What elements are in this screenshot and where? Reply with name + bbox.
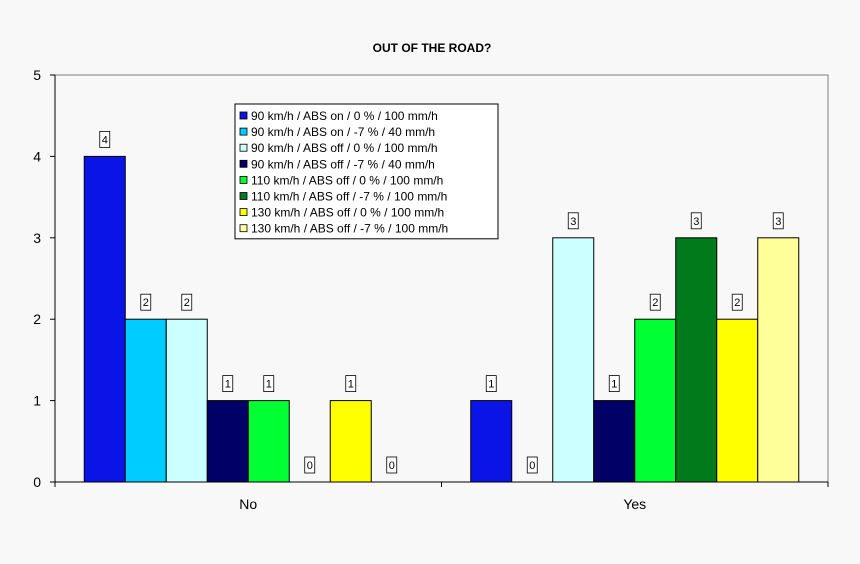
legend-swatch [239, 143, 248, 152]
x-tick-label: No [239, 496, 257, 512]
data-label-box [526, 456, 538, 474]
data-label: 2 [143, 297, 149, 309]
legend-swatch [239, 224, 248, 233]
data-labels: 4 2 2 1 1 0 1 0 1 0 3 1 2 3 2 3 [99, 130, 784, 474]
bar [165, 318, 208, 483]
data-label-box [772, 212, 784, 230]
legend-swatch [239, 192, 248, 200]
legend-entry: 90 km/h / ABS off / 0 % / 100 mm/h [251, 141, 438, 155]
bars [83, 155, 800, 483]
data-label-box [345, 375, 357, 393]
legend-entry: 130 km/h / ABS off / -7 % / 100 mm/h [251, 222, 448, 236]
data-label-box [608, 375, 620, 393]
data-label-box [485, 375, 497, 393]
x-ticks: No Yes [54, 482, 829, 512]
data-label-box [181, 293, 193, 311]
data-label: 2 [734, 297, 740, 309]
data-label: 1 [611, 379, 617, 391]
bar [593, 400, 636, 483]
data-label-box [731, 293, 743, 311]
legend-box [234, 103, 499, 240]
data-label: 3 [570, 216, 576, 228]
y-tick-label: 5 [33, 67, 41, 83]
data-label: 0 [529, 460, 535, 472]
data-label-box [99, 130, 111, 148]
legend-entry: 130 km/h / ABS off / 0 % / 100 mm/h [251, 206, 444, 220]
data-label: 1 [266, 379, 272, 391]
data-label-box [304, 456, 316, 474]
data-label: 4 [102, 134, 108, 146]
chart-title: OUT OF THE ROAD? [373, 41, 492, 55]
legend-entry: 90 km/h / ABS on / 0 % / 100 mm/h [251, 109, 438, 123]
bar [124, 318, 167, 483]
y-tick-label: 0 [33, 474, 41, 490]
legend-swatch [239, 111, 248, 120]
data-label-box [690, 212, 702, 230]
data-label: 2 [652, 297, 658, 309]
y-ticks: 0 1 2 3 4 5 [33, 67, 55, 490]
bar [206, 400, 249, 483]
bar [470, 400, 513, 483]
y-tick-label: 4 [33, 148, 41, 164]
y-tick-label: 2 [33, 311, 41, 327]
bar [329, 400, 372, 483]
bar [552, 237, 595, 483]
legend-swatch [239, 127, 248, 136]
data-label: 1 [488, 379, 494, 391]
data-label-box [140, 293, 152, 311]
data-label: 3 [775, 216, 781, 228]
data-label-box [386, 456, 398, 474]
data-label-box [263, 375, 275, 393]
bar [634, 318, 677, 483]
data-label-box [567, 212, 579, 230]
data-label-box [222, 375, 234, 393]
data-label: 3 [693, 216, 699, 228]
bar [716, 318, 759, 483]
legend-entry: 90 km/h / ABS off / -7 % / 40 mm/h [251, 157, 435, 171]
legend-entry: 90 km/h / ABS on / -7 % / 40 mm/h [251, 125, 435, 139]
data-label: 0 [389, 460, 395, 472]
legend: 90 km/h / ABS on / 0 % / 100 mm/h 90 km/h… [234, 103, 499, 240]
legend-swatch [239, 208, 248, 217]
data-label: 1 [225, 379, 231, 391]
bar [247, 400, 290, 483]
data-label: 0 [307, 460, 313, 472]
legend-swatch [239, 175, 248, 184]
bar [83, 155, 126, 483]
y-tick-label: 1 [33, 393, 41, 409]
bar [757, 237, 800, 483]
data-label-box [649, 293, 661, 311]
data-label: 1 [348, 379, 354, 391]
bar [675, 237, 718, 483]
legend-entry: 110 km/h / ABS off / 0 % / 100 mm/h [251, 173, 443, 187]
x-tick-label: Yes [623, 496, 646, 512]
legend-entry: 110 km/h / ABS off / -7 % / 100 mm/h [251, 190, 447, 204]
data-label: 2 [184, 297, 190, 309]
legend-swatch [239, 159, 248, 168]
y-tick-label: 3 [33, 230, 41, 246]
